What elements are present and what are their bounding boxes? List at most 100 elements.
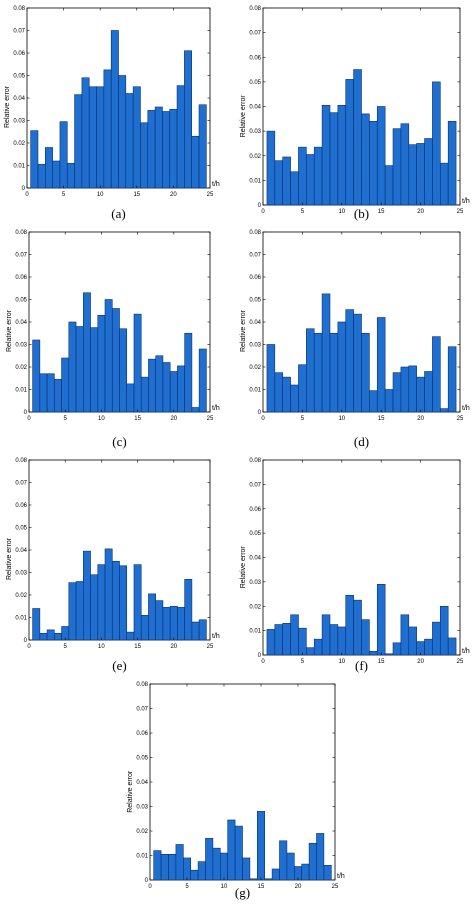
bar	[408, 144, 417, 206]
bar	[424, 371, 433, 413]
y-axis-label: Relative error	[6, 309, 13, 352]
x-unit-label: t/h	[212, 633, 220, 640]
x-tick-label: 25	[457, 209, 464, 215]
bar	[46, 629, 55, 641]
bar	[140, 614, 149, 641]
bar	[264, 878, 273, 881]
chart-panel-2: 0 0.01 0.02 0.03 0.04 0.05 0.06 0.07 0.08 0 5 10 15 2…	[240, 6, 470, 221]
bar	[119, 328, 128, 413]
bar	[439, 162, 449, 206]
bar	[96, 86, 105, 189]
bar	[183, 857, 192, 881]
bar	[198, 619, 207, 641]
y-tick-label: 0.06	[249, 55, 261, 61]
y-tick-label: 0.03	[249, 129, 261, 135]
panel-caption: (g)	[235, 885, 250, 900]
bar	[321, 104, 331, 206]
bar	[313, 146, 323, 206]
y-tick-label: 0.05	[15, 298, 27, 304]
y-tick-label: 0.07	[249, 31, 261, 37]
x-tick-label: 25	[207, 416, 214, 422]
bar	[345, 79, 354, 206]
bar	[75, 581, 84, 641]
panel-caption: (a)	[111, 206, 125, 221]
bar	[61, 357, 70, 413]
y-tick-label: 0.04	[249, 105, 261, 111]
x-tick-label: 25	[457, 416, 464, 422]
chart-panel-6: 0 0.01 0.02 0.03 0.04 0.05 0.06 0.07 0.08 0 5 10 15 2…	[240, 458, 470, 673]
bar	[337, 321, 347, 413]
y-axis-label: Relative error	[240, 95, 247, 138]
bar	[306, 647, 315, 656]
y-tick-label: 0.06	[249, 507, 261, 513]
y-tick-label: 0.06	[13, 51, 25, 57]
x-tick-label: 15	[378, 416, 385, 422]
chart-panel-5: 0 0.01 0.02 0.03 0.04 0.05 0.06 0.07 0.08 0 5 10 15 2…	[6, 458, 220, 673]
y-tick-label: 0.03	[249, 580, 261, 586]
y-tick-label: 0.07	[13, 29, 25, 35]
bar	[432, 621, 441, 656]
bar	[353, 313, 362, 413]
bar	[104, 548, 113, 641]
bar	[384, 653, 394, 656]
bar	[198, 104, 207, 189]
bar	[329, 332, 339, 413]
bar	[111, 560, 120, 641]
x-tick-label: 25	[207, 644, 214, 650]
bar	[132, 86, 141, 189]
bar	[68, 582, 77, 641]
bar	[447, 637, 457, 656]
bar	[337, 104, 347, 206]
panel-caption: (e)	[112, 658, 126, 673]
bar	[353, 599, 362, 656]
bar	[416, 143, 425, 206]
y-tick-label: 0.01	[15, 616, 27, 622]
bar	[369, 120, 378, 206]
bar	[384, 165, 394, 206]
bar	[298, 364, 307, 413]
bar	[169, 371, 178, 413]
bar	[376, 106, 386, 206]
bar	[306, 154, 315, 206]
bar	[54, 632, 62, 641]
bar	[154, 106, 163, 189]
bar	[54, 379, 62, 413]
bar	[212, 847, 221, 881]
x-tick-label: 20	[417, 416, 424, 422]
bar	[83, 550, 91, 641]
bar	[345, 594, 354, 656]
y-axis-label: Relative error	[240, 309, 247, 352]
x-tick-label: 5	[62, 192, 66, 198]
bar	[103, 69, 112, 189]
bar	[439, 605, 449, 656]
bar	[177, 365, 185, 413]
bar	[323, 864, 332, 881]
bar	[400, 614, 410, 656]
y-axis-label: Relative error	[4, 85, 11, 128]
y-tick-label: 0.07	[249, 253, 261, 259]
bar	[376, 584, 386, 656]
bar	[337, 626, 347, 656]
bar	[321, 293, 331, 413]
bar	[274, 372, 284, 413]
x-tick-label: 15	[258, 884, 265, 890]
x-tick-label: 10	[338, 659, 345, 665]
bar	[39, 373, 48, 413]
bar	[432, 81, 441, 206]
bar	[282, 623, 291, 656]
bar	[313, 638, 323, 656]
x-tick-label: 15	[378, 209, 385, 215]
bar	[191, 135, 200, 189]
bar	[184, 578, 193, 641]
x-tick-label: 25	[332, 884, 339, 890]
bar	[282, 156, 291, 206]
x-tick-label: 20	[417, 209, 424, 215]
y-axis-label: Relative error	[127, 770, 134, 813]
bar	[400, 366, 410, 413]
bar	[104, 299, 113, 413]
bar	[90, 574, 99, 641]
bar	[88, 86, 97, 189]
bar	[83, 292, 91, 413]
bar	[274, 624, 284, 656]
